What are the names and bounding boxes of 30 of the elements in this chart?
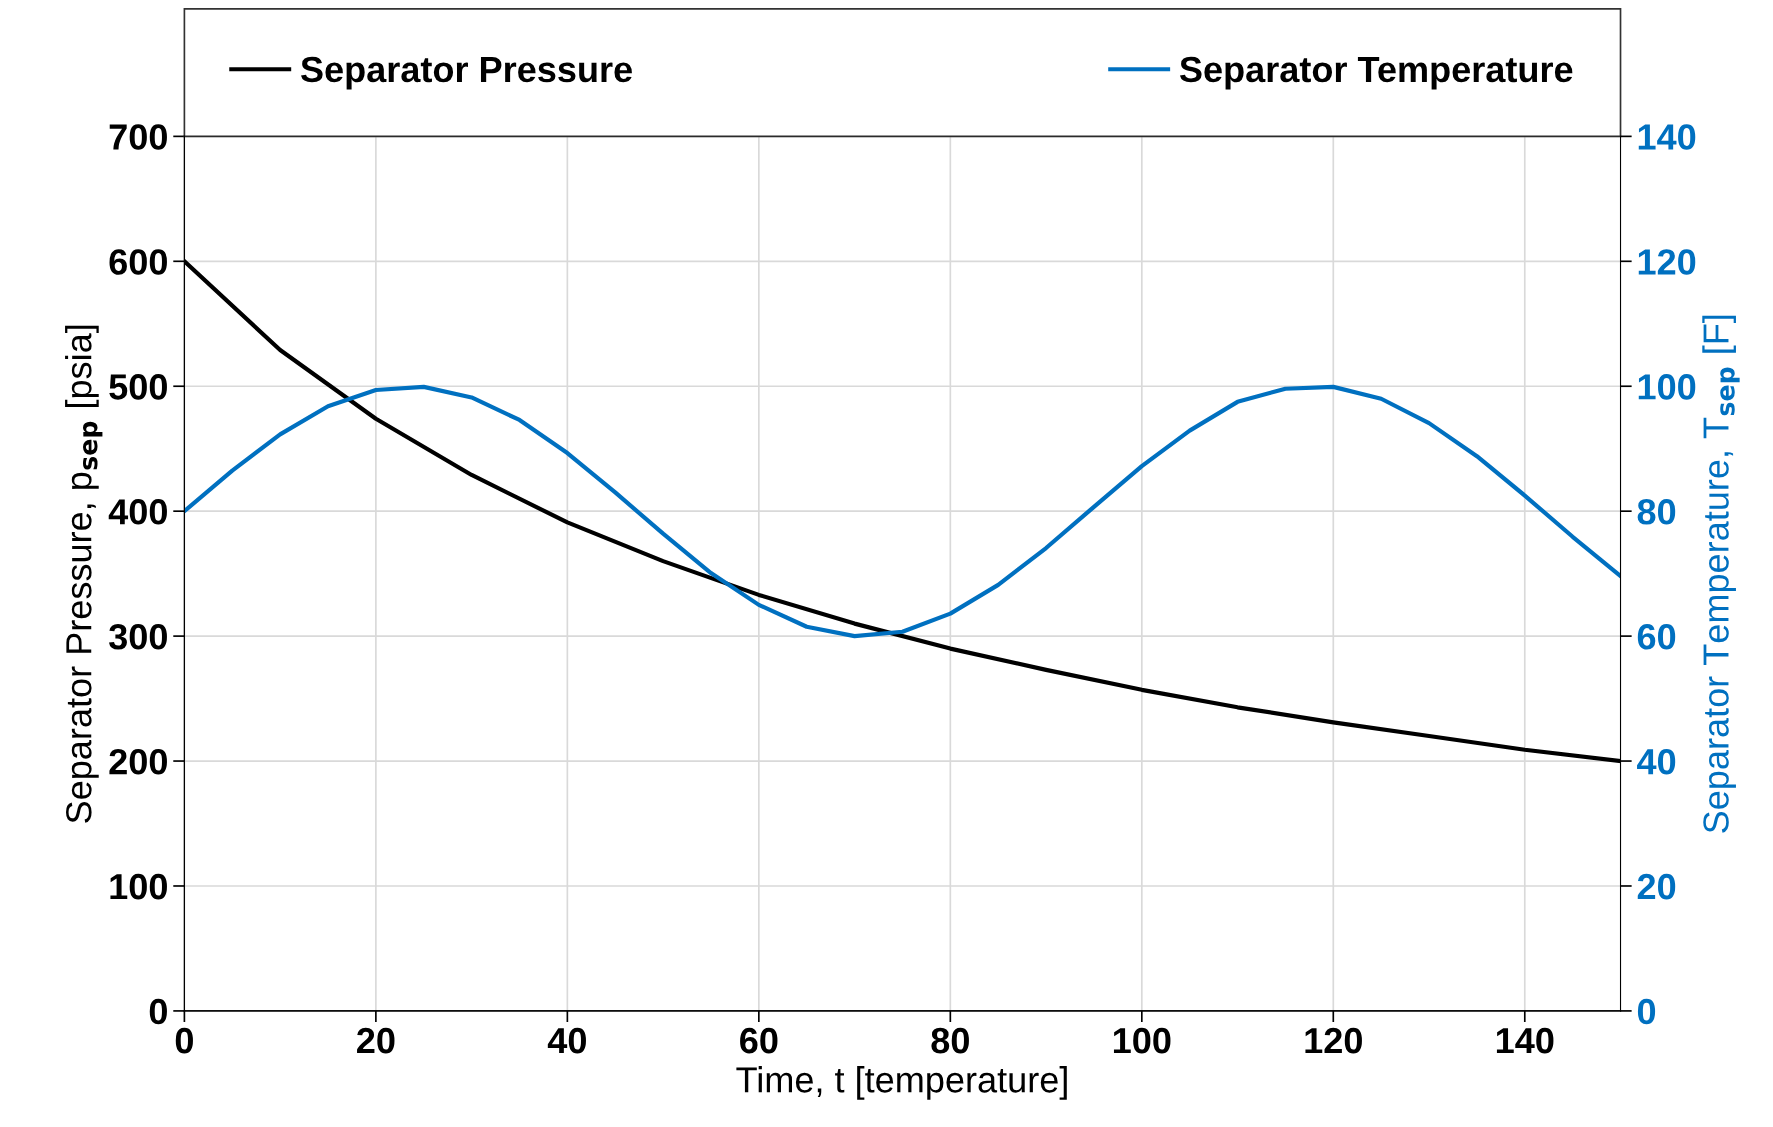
x-tick-label: 60 — [740, 1027, 778, 1054]
y2-tick-label: 40 — [1637, 748, 1676, 775]
y-tick-label: 500 — [109, 374, 167, 400]
y2-tick-label: 20 — [1637, 873, 1676, 900]
y2-tick-label: 120 — [1638, 249, 1696, 275]
x-tick-label: 20 — [357, 1027, 395, 1054]
x-tick-label: 40 — [547, 1027, 586, 1054]
y-tick-label: 400 — [108, 499, 167, 525]
y-tick-label: 0 — [149, 998, 167, 1025]
legend-label: Separator Temperature — [1179, 56, 1573, 90]
y2-axis-title: Separator Temperature, T$_{sep}$ [F] — [1702, 315, 1740, 833]
y-tick-label: 100 — [110, 873, 167, 900]
y2-tick-label: 60 — [1637, 623, 1676, 650]
x-tick-label: 80 — [931, 1027, 969, 1054]
y-tick-label: 300 — [109, 623, 167, 650]
y2-tick-label: 100 — [1638, 374, 1696, 400]
y-tick-label: 700 — [109, 124, 167, 150]
x-tick-label: 140 — [1496, 1027, 1554, 1054]
x-axis-title: Time, t [temperature] — [736, 1066, 1067, 1100]
y2-tick-label: 80 — [1637, 499, 1676, 525]
legend-label: Separator Pressure — [300, 56, 632, 90]
y2-tick-label: 140 — [1638, 124, 1696, 150]
y2-tick-label: 0 — [1637, 998, 1656, 1025]
x-tick-label: 100 — [1113, 1027, 1171, 1054]
x-tick-label: 120 — [1305, 1027, 1362, 1054]
y-tick-label: 600 — [109, 249, 167, 275]
y-axis-title: Separator Pressure, p$_{sep}$ [psia] — [65, 325, 103, 823]
line-series — [184, 384, 1621, 639]
x-tick-label: 0 — [175, 1027, 193, 1054]
y-tick-label: 200 — [109, 748, 167, 775]
